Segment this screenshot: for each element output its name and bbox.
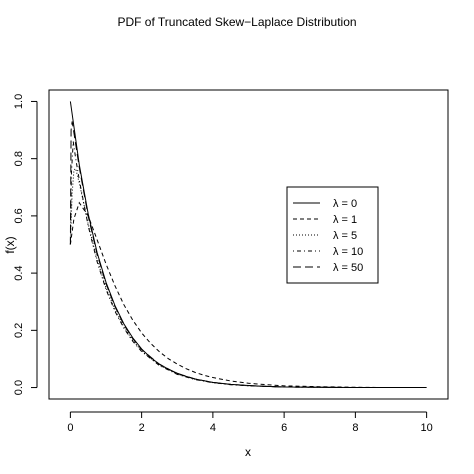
x-tick-label: 6 [281, 422, 287, 434]
chart-title: PDF of Truncated Skew−Laplace Distributi… [117, 15, 356, 29]
axes-group: 0 2 4 6 8 100.00.20.40.60.81.0 [13, 94, 433, 434]
legend-symbol: λ [333, 262, 339, 274]
legend-value: 5 [351, 230, 357, 242]
legend-equals: = [339, 246, 352, 258]
legend-symbol: λ [333, 198, 339, 210]
legend-symbol: λ [333, 230, 339, 242]
legend-label-2: λ = 5 [333, 230, 357, 242]
x-tick-label: 8 [352, 422, 358, 434]
series-lines [69, 101, 427, 389]
y-tick-label: 0.2 [13, 323, 25, 338]
legend-value: 0 [351, 198, 357, 210]
legend-label-1: λ = 1 [333, 214, 357, 226]
legend-value: 1 [351, 214, 357, 226]
legend-label-4: λ = 50 [333, 262, 363, 274]
y-axis-label: f(x) [3, 236, 17, 253]
y-tick-label: 0.4 [13, 265, 25, 280]
legend-equals: = [339, 214, 352, 226]
legend-value: 10 [351, 246, 363, 258]
x-tick-label: 0 [67, 422, 73, 434]
x-tick-label: 2 [139, 422, 145, 434]
y-tick-label: 1.0 [13, 94, 25, 109]
legend-label-0: λ = 0 [333, 198, 357, 210]
legend-label-3: λ = 10 [333, 246, 363, 258]
legend-symbol: λ [333, 246, 339, 258]
legend-equals: = [339, 230, 352, 242]
x-tick-label: 10 [421, 422, 433, 434]
y-tick-label: 0.6 [13, 208, 25, 223]
x-tick-label: 4 [210, 422, 216, 434]
plot-frame [48, 89, 449, 400]
y-tick-label: 0.8 [13, 151, 25, 166]
series-line-4 [69, 121, 427, 389]
x-axis-label: x [245, 445, 251, 459]
series-line-3 [69, 141, 427, 389]
legend: λ = 0λ = 1λ = 5λ = 10λ = 50 [286, 186, 379, 284]
legend-value: 50 [351, 262, 363, 274]
legend-equals: = [339, 198, 352, 210]
legend-symbol: λ [333, 214, 339, 226]
y-tick-label: 0.0 [13, 380, 25, 395]
legend-equals: = [339, 262, 352, 274]
